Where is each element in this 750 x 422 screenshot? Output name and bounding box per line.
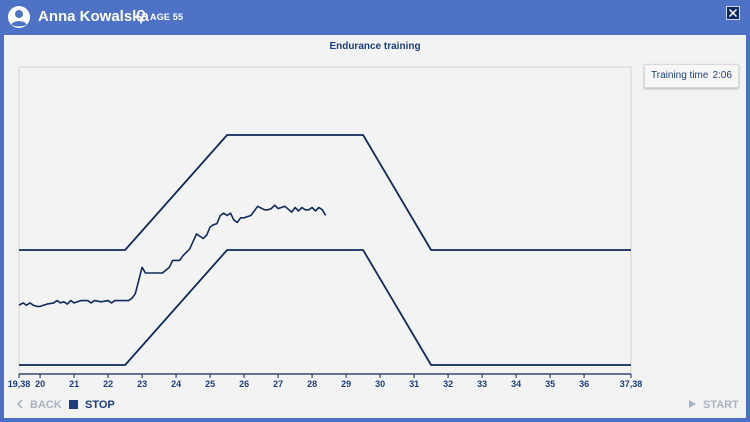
x-tick-label: 19,38 (8, 379, 31, 389)
user-circle-icon (7, 5, 31, 29)
x-tick-label: 26 (239, 379, 249, 389)
training-chart: 19,38 20 21 22 23 24 25 26 27 28 29 30 31 32 33 34 35 36 3… (8, 66, 643, 389)
x-tick-label: 29 (341, 379, 351, 389)
close-icon (728, 8, 738, 18)
x-tick-label: 34 (511, 379, 521, 389)
plot-area (18, 66, 632, 375)
x-tick-label: 32 (443, 379, 453, 389)
x-axis-ticks: 19,38 20 21 22 23 24 25 26 27 28 29 30 31 32 33 34 35 36 3… (8, 374, 643, 389)
x-tick-label: 37,38 (620, 379, 643, 389)
header-bar: Anna Kowalska AGE 55 (0, 0, 750, 34)
x-tick-label: 23 (137, 379, 147, 389)
x-tick-label: 28 (307, 379, 317, 389)
x-tick-label: 21 (69, 379, 79, 389)
chart-series (18, 134, 631, 366)
main-panel: Endurance training 19,38 20 21 22 23 24 25 26 27… (4, 35, 746, 418)
start-label: START (703, 399, 739, 411)
x-tick-label: 33 (477, 379, 487, 389)
chevron-left-icon (16, 399, 23, 409)
stop-button[interactable]: STOP (69, 399, 115, 411)
close-button[interactable] (726, 6, 740, 20)
x-tick-label: 30 (375, 379, 385, 389)
x-tick-label: 22 (103, 379, 113, 389)
x-tick-label: 31 (409, 379, 419, 389)
start-button[interactable]: START (688, 399, 739, 411)
training-time-value: 2:06 (712, 70, 732, 81)
x-tick-label: 27 (273, 379, 283, 389)
training-time-label: Training time (651, 70, 709, 81)
x-tick-label: 35 (545, 379, 555, 389)
stop-icon (69, 400, 78, 409)
x-tick-label: 36 (579, 379, 589, 389)
series-line-upper-bound (19, 134, 631, 251)
stop-label: STOP (85, 399, 115, 411)
series-line-lower-bound (19, 249, 631, 366)
back-button[interactable]: BACK (16, 399, 62, 411)
user-name: Anna Kowalska (38, 8, 149, 25)
age-label: AGE 55 (150, 12, 184, 22)
training-time-box: Training time 2:06 (644, 64, 739, 88)
female-icon (135, 9, 147, 25)
x-tick-label: 24 (171, 379, 181, 389)
x-tick-label: 20 (35, 379, 45, 389)
page-title: Endurance training (329, 41, 421, 52)
back-label: BACK (30, 399, 62, 411)
series-line-actual (18, 204, 327, 308)
x-tick-label: 25 (205, 379, 215, 389)
play-icon (689, 400, 696, 408)
